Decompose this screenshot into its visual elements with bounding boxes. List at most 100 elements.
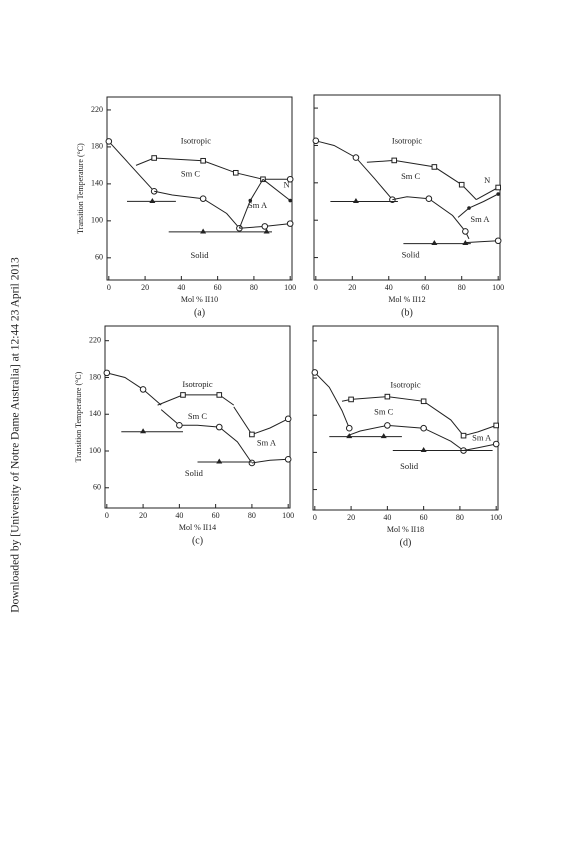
triangle-marker [431, 240, 438, 246]
x-tick-label: 80 [458, 283, 466, 292]
caption: (b) [401, 307, 413, 318]
phase-boundary [251, 458, 289, 464]
square-marker [249, 431, 255, 438]
triangle-marker [352, 198, 359, 204]
x-tick-label: 40 [383, 513, 391, 522]
square-marker [493, 422, 499, 429]
x-tick-label: 60 [421, 283, 429, 292]
square-marker [431, 164, 438, 170]
phase-boundary [476, 187, 499, 201]
square-marker [180, 392, 186, 398]
circle-marker [425, 195, 433, 203]
triangle-marker [380, 433, 387, 439]
phase-boundary [463, 443, 497, 451]
square-marker [348, 396, 354, 403]
circle-marker [284, 415, 292, 423]
phase-boundary [106, 372, 162, 406]
square-marker [391, 157, 398, 164]
triangle-marker [263, 228, 270, 234]
x-tick-label: 0 [105, 511, 109, 520]
square-marker [495, 184, 501, 191]
x-tick-label: 20 [347, 513, 355, 522]
y-tick-label: 180 [91, 142, 103, 151]
x-tick-label: 60 [420, 513, 428, 522]
circle-marker [494, 237, 502, 245]
x-tick-label: 80 [248, 511, 256, 520]
region-label: Sm A [472, 432, 492, 442]
y-axis-label: Transition Temperature (°C) [76, 143, 85, 234]
region-label: Isotropic [390, 379, 420, 389]
circle-marker [261, 223, 269, 230]
x-tick-label: 100 [282, 511, 294, 520]
y-axis-label: Transition Temperature (°C) [74, 371, 83, 462]
phase-boundary [160, 409, 253, 464]
phase-diagram: 0 20 40 60 80 100 Mol % II18 (d) Isotropic Sm C Sm… [311, 325, 502, 548]
triangle-marker [140, 428, 147, 434]
phase-diagram: 0 20 40 60 80 100 60 100 140 180 220 Mol % II14 (c) T… [74, 325, 294, 546]
region-label: Solid [185, 468, 204, 478]
x-tick-label: 20 [139, 511, 147, 520]
triangle-marker [216, 458, 223, 464]
circle-marker [312, 137, 320, 145]
region-label: Isotropic [182, 379, 212, 389]
triangle-marker [149, 197, 156, 203]
circle-marker [345, 424, 353, 432]
circle-marker [105, 138, 113, 145]
x-axis-label: Mol % II12 [388, 295, 425, 304]
phase-boundary [463, 424, 497, 437]
phase-boundary [157, 394, 235, 406]
circle-marker [139, 386, 147, 393]
circle-marker [215, 423, 223, 431]
x-tick-label: 40 [177, 283, 185, 292]
square-marker [232, 169, 239, 176]
y-tick-label: 180 [89, 372, 101, 381]
phase-boundary [314, 372, 350, 429]
phase-boundary [457, 193, 499, 218]
square-marker [260, 176, 266, 183]
square-marker [458, 181, 465, 188]
x-tick-label: 20 [141, 283, 149, 292]
region-label: N [283, 180, 289, 190]
dot-marker [288, 198, 292, 203]
x-tick-label: 40 [385, 283, 393, 292]
x-tick-label: 0 [313, 513, 317, 522]
plot-frame [106, 96, 293, 281]
triangle-marker [200, 228, 207, 234]
phase-diagram: 0 20 40 60 80 100 60 100 140 180 220 Mol % II10 (a) T… [76, 96, 296, 318]
dot-marker [496, 192, 500, 196]
circle-marker [176, 421, 183, 429]
x-tick-label: 100 [284, 283, 296, 292]
circle-marker [384, 422, 391, 429]
region-label: Sm A [248, 200, 268, 210]
caption: (d) [400, 537, 412, 548]
circle-marker [150, 187, 158, 195]
region-label: Sm C [188, 411, 207, 421]
circle-marker [492, 440, 500, 448]
y-tick-label: 100 [91, 216, 103, 225]
region-label: N [484, 175, 490, 185]
x-axis-label: Mol % II14 [179, 523, 216, 532]
circle-marker [284, 455, 292, 463]
region-label: Sm A [257, 438, 277, 448]
region-label: Isotropic [181, 135, 211, 145]
y-tick-label: 140 [91, 179, 103, 188]
region-label: Isotropic [392, 136, 422, 146]
x-tick-label: 60 [212, 511, 220, 520]
dot-marker [467, 206, 471, 210]
y-tick-label: 140 [89, 409, 101, 418]
phase-boundary [108, 141, 155, 192]
circle-marker [199, 195, 207, 202]
region-label: Sm C [374, 406, 393, 416]
region-label: Solid [191, 250, 210, 260]
x-tick-label: 0 [314, 283, 318, 292]
x-axis-label: Mol % II18 [387, 525, 424, 534]
region-label: Sm C [401, 171, 420, 181]
triangle-marker [420, 447, 427, 453]
region-label: Solid [402, 250, 421, 260]
caption: (a) [194, 307, 205, 318]
square-marker [216, 392, 223, 398]
x-axis-label: Mol % II10 [181, 295, 218, 304]
triangle-marker [462, 240, 469, 246]
